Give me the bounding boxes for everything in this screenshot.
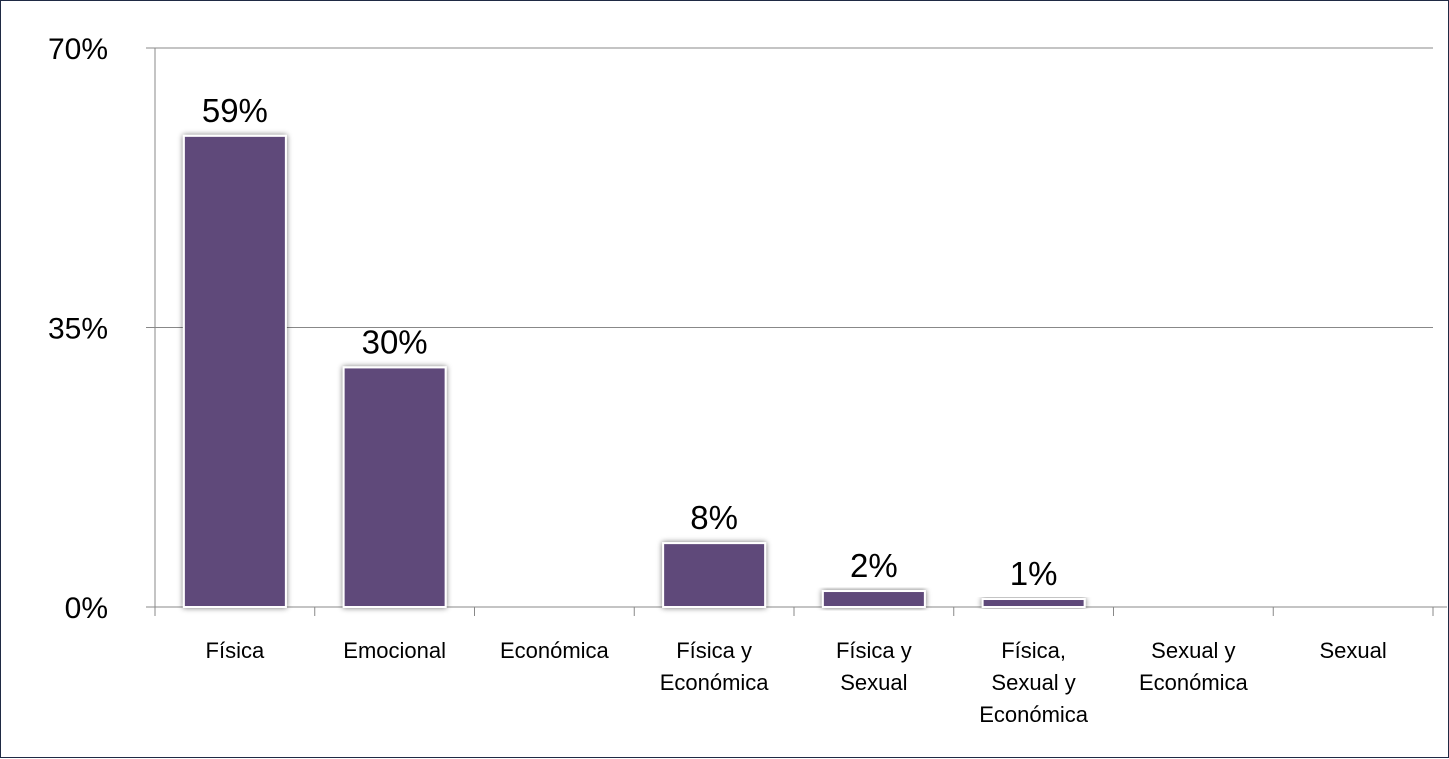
category-label-line: Económica [660,670,770,695]
category-label-line: Física y [676,638,752,663]
category-label: Física y Económica [660,638,770,695]
category-label-line: Sexual [840,670,907,695]
category-label-line: Económica [979,702,1089,727]
category-label: Sexual [1319,638,1386,663]
category-label: Económica [500,638,610,663]
category-label-line: Emocional [343,638,446,663]
category-label-line: Física y [836,638,912,663]
category-label: Sexual y Económica [1139,638,1249,695]
category-label-line: Sexual y [991,670,1075,695]
bar [662,542,767,608]
category-label-line: Física [206,638,265,663]
category-label-line: Sexual y [1151,638,1235,663]
bar [821,590,926,608]
x-axis-category-labels: Física Emocional Económica Física y Económic… [206,638,1387,727]
bar [981,598,1086,608]
bar [342,366,447,608]
y-tick-label: 0% [65,592,108,625]
axes [146,47,1447,616]
category-label: Física, Sexual y Económica [979,638,1089,727]
data-label: 1% [1010,555,1058,592]
y-tick-label: 70% [48,33,108,66]
category-label-line: Física, [1001,638,1066,663]
data-label: 59% [202,92,268,129]
category-label: Emocional [343,638,446,663]
gridlines [155,47,1433,328]
category-label-line: Sexual [1319,638,1386,663]
data-label: 8% [690,499,738,536]
y-tick-label: 35% [48,313,108,346]
data-labels: 59% 30% 8% 2% 1% [202,92,1058,592]
bars [182,134,1086,608]
category-label: Física [206,638,265,663]
category-label-line: Económica [1139,670,1249,695]
y-axis-tick-labels: 0% 35% 70% [48,33,108,625]
data-label: 2% [850,547,898,584]
category-label-line: Económica [500,638,610,663]
bar [182,134,287,608]
data-label: 30% [362,323,428,360]
category-label: Física y Sexual [836,638,912,695]
